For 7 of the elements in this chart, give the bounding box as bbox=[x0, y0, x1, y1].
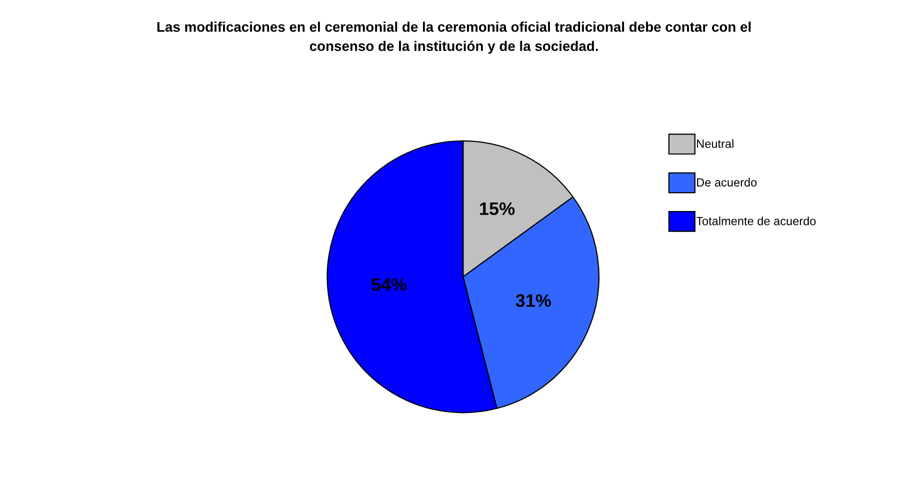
chart-title: Las modificaciones en el ceremonial de la ceremonia oficial tradicional debe contar con el consenso de la institución y de la sociedad. bbox=[157, 22, 751, 54]
data-label: 54% bbox=[371, 278, 407, 292]
legend-label: Neutral bbox=[697, 139, 734, 148]
data-label: 31% bbox=[516, 294, 551, 307]
legend-label: Totalmente de acuerdo bbox=[696, 216, 816, 226]
data-label: 15% bbox=[480, 202, 515, 216]
legend-label: De acuerdo bbox=[697, 178, 757, 187]
